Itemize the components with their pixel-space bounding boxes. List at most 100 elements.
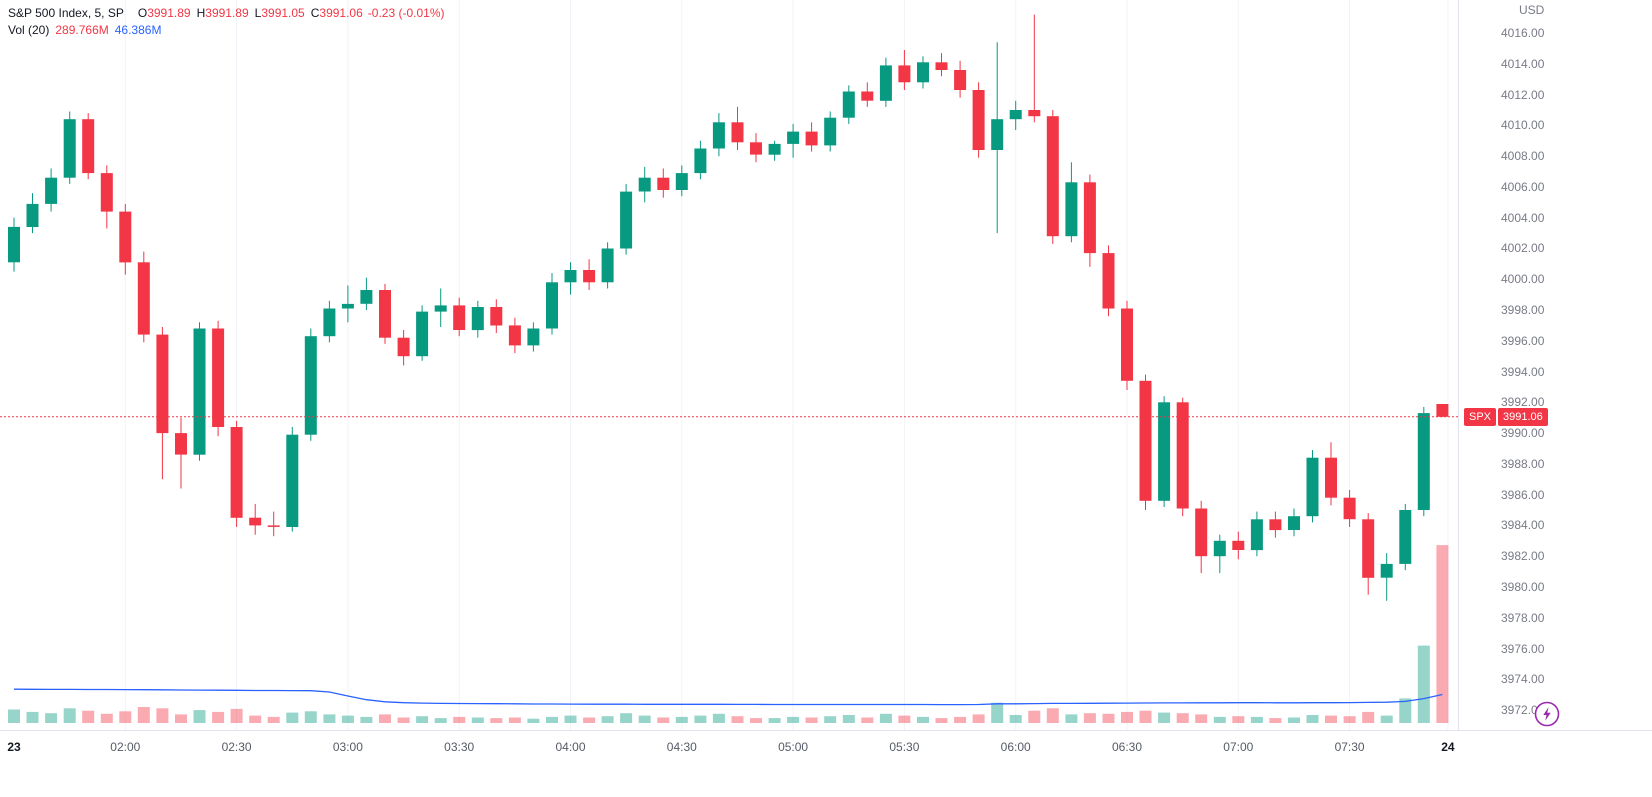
volume-bar <box>286 712 299 723</box>
candle-body <box>675 173 688 190</box>
volume-bar <box>1121 711 1133 723</box>
candle-body <box>787 131 800 144</box>
candle-body <box>972 90 985 150</box>
volume-bar <box>564 715 577 723</box>
volume-bar <box>304 711 317 723</box>
volume-bar <box>1399 698 1412 723</box>
candle-body <box>601 248 614 283</box>
candle-body <box>175 433 187 455</box>
volume-bar <box>1269 718 1282 723</box>
candle-body <box>638 177 651 192</box>
candle-body <box>546 282 558 329</box>
change-value: -0.23 (-0.01%) <box>367 6 445 20</box>
lightning-icon <box>1534 701 1560 727</box>
candle-body <box>1046 116 1059 237</box>
volume-bar <box>620 713 633 723</box>
candle-body <box>1065 182 1078 237</box>
candle-body <box>879 65 892 101</box>
high-label: H <box>196 6 206 20</box>
volume-bar <box>341 715 354 723</box>
volume-bar <box>638 715 651 723</box>
candle-body <box>193 328 206 455</box>
volume-bar <box>1288 717 1300 723</box>
candle-body <box>768 143 781 155</box>
volume-bar <box>898 715 911 723</box>
price-axis-label: 4008.00 <box>1501 149 1545 164</box>
candle-body <box>731 122 744 143</box>
price-pane[interactable]: S&P 500 Index, 5, SP O3991.89 H3991.89 L399… <box>0 0 1458 730</box>
volume-bar <box>1436 545 1449 723</box>
open-value: 3991.89 <box>147 6 191 20</box>
candle-body <box>657 177 670 190</box>
volume-bar <box>82 710 95 723</box>
time-axis-label: 02:00 <box>110 740 141 754</box>
price-axis-label: 3978.00 <box>1501 610 1545 625</box>
volume-bar <box>119 711 132 723</box>
candle-body <box>1083 182 1096 254</box>
volume-bar <box>842 715 855 723</box>
high-value: 3991.89 <box>205 6 249 20</box>
price-axis-label: 4006.00 <box>1501 179 1545 194</box>
time-axis-label: 07:30 <box>1334 740 1365 754</box>
candlestick-chart[interactable] <box>0 0 1458 730</box>
volume-bar <box>861 717 874 723</box>
volume-bar <box>175 714 187 723</box>
price-axis[interactable]: USD 3972.00 3974.00 3976.00 3978.00 3980.00 3… <box>1458 0 1652 730</box>
candle-body <box>712 122 725 149</box>
volume-label[interactable]: Vol (20) <box>8 23 50 37</box>
time-axis-label: 06:00 <box>1000 740 1031 754</box>
time-axis[interactable]: 23 02:00 02:30 03:00 03:30 04:00 04:30 05:00 05:… <box>0 730 1652 797</box>
candle-body <box>212 328 225 427</box>
close-label: C <box>310 6 320 20</box>
volume-bar <box>1213 716 1226 723</box>
volume-bar <box>1417 645 1430 723</box>
candle-body <box>1250 519 1263 551</box>
volume-ma-line <box>13 688 1443 706</box>
volume-bar <box>935 718 948 723</box>
candle-body <box>63 119 76 178</box>
candle-body <box>1121 308 1133 381</box>
candle-body <box>471 307 484 331</box>
time-axis-label: 05:00 <box>778 740 809 754</box>
volume-bar <box>1325 715 1337 723</box>
price-axis-label: 3990.00 <box>1501 426 1545 441</box>
volume-bar <box>546 716 558 723</box>
price-axis-label: 3992.00 <box>1501 395 1545 410</box>
price-axis-label: 4014.00 <box>1501 56 1545 71</box>
candle-body <box>341 303 354 309</box>
candle-body <box>230 427 243 518</box>
candle-body <box>323 308 336 337</box>
volume-bar <box>972 714 985 723</box>
volume-bar <box>1102 713 1115 723</box>
volume-bar <box>434 718 447 723</box>
candle-body <box>935 62 948 70</box>
candle-body <box>991 119 1004 150</box>
candle-body <box>304 336 317 435</box>
instant-trading-button[interactable] <box>1533 700 1561 728</box>
volume-bar <box>1232 716 1245 723</box>
candle-body <box>917 62 929 83</box>
price-axis-label: 3972.00 <box>1501 703 1545 718</box>
volume-bar <box>193 710 206 723</box>
candle-body <box>156 334 169 434</box>
candle-body <box>286 434 299 527</box>
volume-bar <box>156 708 169 723</box>
volume-bar <box>453 716 466 723</box>
close-value: 3991.06 <box>319 6 363 20</box>
candle-body <box>1176 402 1189 509</box>
volume-bar <box>712 713 725 723</box>
candle-body <box>434 305 447 312</box>
candle-body <box>861 91 874 101</box>
volume-bar <box>527 718 540 723</box>
volume-bar <box>750 718 762 723</box>
low-value: 3991.05 <box>261 6 305 20</box>
symbol-title[interactable]: S&P 500 Index, 5, SP <box>8 6 124 20</box>
candle-body <box>1306 457 1319 517</box>
candle-body <box>1343 497 1356 520</box>
volume-bar <box>1028 710 1041 723</box>
candle-body <box>954 70 967 90</box>
volume-bar <box>954 716 967 723</box>
volume-bar <box>379 714 391 723</box>
last-price-badge: 3991.06 <box>1498 407 1548 426</box>
price-axis-label: 3984.00 <box>1501 518 1545 533</box>
